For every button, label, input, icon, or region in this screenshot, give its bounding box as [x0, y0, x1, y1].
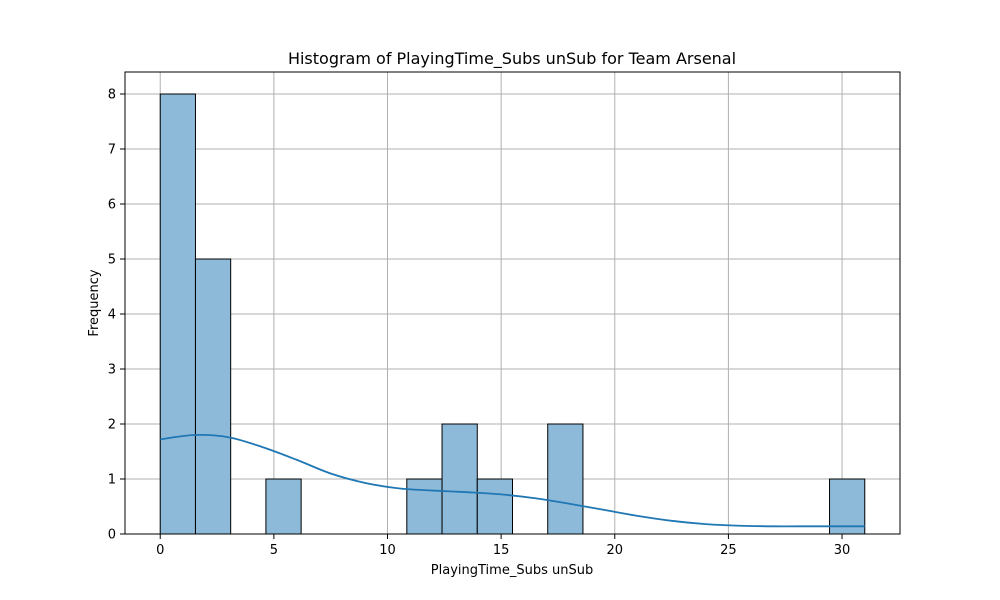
y-axis-ticks: 0 1 2 3 4 5 6 7 8 [108, 88, 125, 543]
histogram-bar [441, 423, 478, 535]
histogram-bar [194, 258, 232, 535]
histogram-bar [406, 478, 443, 535]
histogram-bar [159, 93, 196, 535]
kde-curve [160, 434, 865, 528]
x-tick-label: 20 [606, 543, 623, 558]
plot-frame [124, 71, 901, 535]
y-tick-label: 2 [108, 418, 116, 433]
x-tick-label: 25 [720, 543, 737, 558]
y-tick-label: 0 [108, 528, 116, 543]
chart-title: Histogram of PlayingTime_Subs unSub for … [288, 49, 736, 69]
kde-curve-group [160, 434, 865, 528]
histogram-bar [265, 478, 302, 535]
y-tick-label: 1 [108, 473, 116, 488]
y-tick-label: 3 [108, 363, 116, 378]
histogram-bar [547, 423, 584, 535]
x-axis-label: PlayingTime_Subs unSub [431, 563, 593, 578]
histogram-bars [159, 93, 866, 535]
x-tick-label: 15 [493, 543, 510, 558]
y-tick-label: 4 [108, 308, 116, 323]
y-tick-label: 7 [108, 143, 116, 158]
y-axis-label: Frequency [87, 269, 102, 336]
y-tick-label: 6 [108, 198, 116, 213]
x-axis-ticks: 0 5 10 15 20 25 30 [156, 534, 850, 558]
x-tick-label: 5 [270, 543, 278, 558]
grid [125, 72, 900, 535]
x-tick-label: 30 [834, 543, 851, 558]
x-tick-label: 10 [379, 543, 396, 558]
x-tick-label: 0 [156, 543, 164, 558]
histogram-bar [476, 478, 514, 535]
y-tick-label: 5 [108, 253, 116, 268]
y-tick-label: 8 [108, 88, 116, 103]
